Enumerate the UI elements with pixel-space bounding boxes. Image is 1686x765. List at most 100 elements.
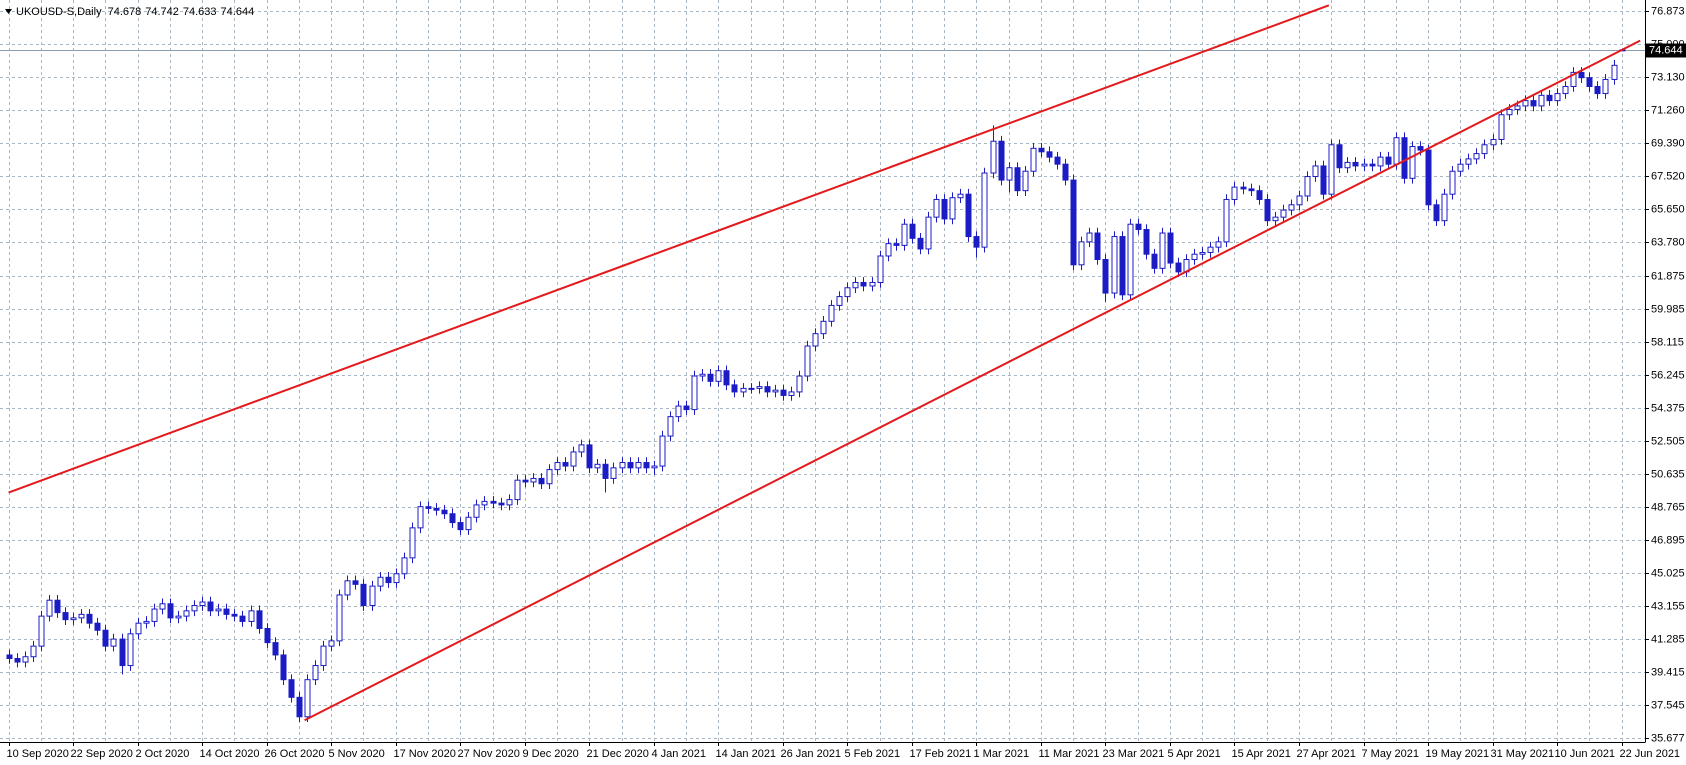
- candle-body: [1312, 165, 1319, 178]
- candle-body: [1586, 77, 1593, 88]
- candle-body: [578, 444, 585, 453]
- candle-body: [586, 444, 593, 469]
- candle-body: [465, 516, 472, 531]
- candle-body: [199, 601, 206, 607]
- candle-body: [820, 320, 827, 335]
- candle-body: [1570, 71, 1577, 88]
- candle-body: [78, 613, 85, 619]
- x-tick-label: 10 Jun 2021: [1555, 748, 1616, 760]
- candle-body: [691, 375, 698, 411]
- candle-body: [1151, 253, 1158, 269]
- candle-body: [1530, 100, 1537, 107]
- candle-body: [296, 696, 303, 718]
- candle-body: [667, 416, 674, 437]
- candle-body: [538, 477, 545, 485]
- candle-body: [1248, 188, 1255, 192]
- candle-body: [1207, 246, 1214, 253]
- candle-body: [530, 477, 537, 483]
- candle-body: [1135, 223, 1142, 231]
- candle-body: [756, 386, 763, 389]
- candle-body: [191, 605, 198, 612]
- candle-body: [1288, 204, 1295, 211]
- candle-body: [1078, 241, 1085, 266]
- candle-body: [1506, 108, 1513, 116]
- candle-body: [981, 172, 988, 248]
- candle-body: [449, 513, 456, 524]
- x-tick-label: 19 May 2021: [1426, 748, 1490, 760]
- x-tick-label: 15 Apr 2021: [1232, 748, 1291, 760]
- candle-body: [30, 645, 37, 658]
- trend-line: [8, 4, 1330, 494]
- candle-body: [344, 580, 351, 596]
- candle-body: [627, 462, 634, 469]
- candle-body: [1538, 94, 1545, 107]
- trend-line: [304, 39, 1641, 722]
- candle-body: [223, 608, 230, 615]
- candle-body: [1441, 193, 1448, 222]
- candle-body: [1385, 156, 1392, 165]
- candle-body: [425, 506, 432, 509]
- candle-body: [175, 615, 182, 619]
- candle-body: [264, 627, 271, 644]
- candle-body: [62, 612, 69, 621]
- candle-body: [1369, 163, 1376, 167]
- candle-body: [1336, 144, 1343, 169]
- candle-body: [949, 197, 956, 220]
- candle-body: [651, 465, 658, 469]
- candle-body: [1143, 229, 1150, 255]
- x-tick-label: 5 Nov 2020: [329, 748, 385, 760]
- y-tick-label: 58.115: [1651, 336, 1684, 348]
- ohlc-value: 74.678: [108, 6, 142, 18]
- candle-body: [1111, 236, 1118, 294]
- candle-body: [1401, 137, 1408, 179]
- candle-body: [1191, 253, 1198, 261]
- candle-body: [917, 237, 924, 250]
- candle-body: [772, 389, 779, 393]
- candle-body: [352, 580, 359, 585]
- candle-body: [127, 633, 134, 667]
- candle-body: [401, 557, 408, 575]
- x-tick-label: 23 Mar 2021: [1103, 748, 1165, 760]
- candle-body: [1433, 204, 1440, 222]
- candle-body: [1457, 163, 1464, 172]
- candle-body: [1062, 163, 1069, 181]
- candle-body: [1449, 170, 1456, 195]
- candle-body: [498, 502, 505, 506]
- candle-body: [360, 583, 367, 607]
- candle-body: [1231, 186, 1238, 200]
- candle-body: [1425, 149, 1432, 206]
- candle-body: [764, 386, 771, 393]
- candle-body: [901, 223, 908, 246]
- candle-body: [1094, 232, 1101, 261]
- candle-body: [933, 198, 940, 218]
- candle-body: [239, 615, 246, 622]
- candle-body: [207, 601, 214, 612]
- candle-body: [167, 603, 174, 619]
- candle-body: [1320, 165, 1327, 195]
- candle-body: [1038, 147, 1045, 153]
- candle-body: [1167, 232, 1174, 264]
- candle-body: [22, 656, 29, 663]
- candle-body: [481, 500, 488, 506]
- candle-body: [546, 469, 553, 485]
- symbol-title: UKOUSD-S,Daily: [16, 6, 102, 18]
- x-tick-label: 22 Sep 2020: [71, 748, 133, 760]
- y-tick-label: 59.985: [1651, 303, 1685, 315]
- candle-body: [231, 613, 238, 617]
- y-tick-label: 54.375: [1651, 402, 1685, 414]
- candle-body: [869, 281, 876, 287]
- candle-body: [151, 608, 158, 622]
- candle-body: [925, 216, 932, 250]
- candle-body: [336, 594, 343, 642]
- candle-body: [159, 603, 166, 610]
- candle-body: [417, 506, 424, 529]
- y-tick-label: 52.505: [1651, 435, 1685, 447]
- candle-body: [570, 451, 577, 467]
- candle-body: [143, 620, 150, 624]
- candle-body: [110, 638, 117, 647]
- candle-body: [409, 527, 416, 559]
- candle-body: [1522, 100, 1529, 107]
- candle-body: [1417, 146, 1424, 151]
- candle-body: [619, 462, 626, 469]
